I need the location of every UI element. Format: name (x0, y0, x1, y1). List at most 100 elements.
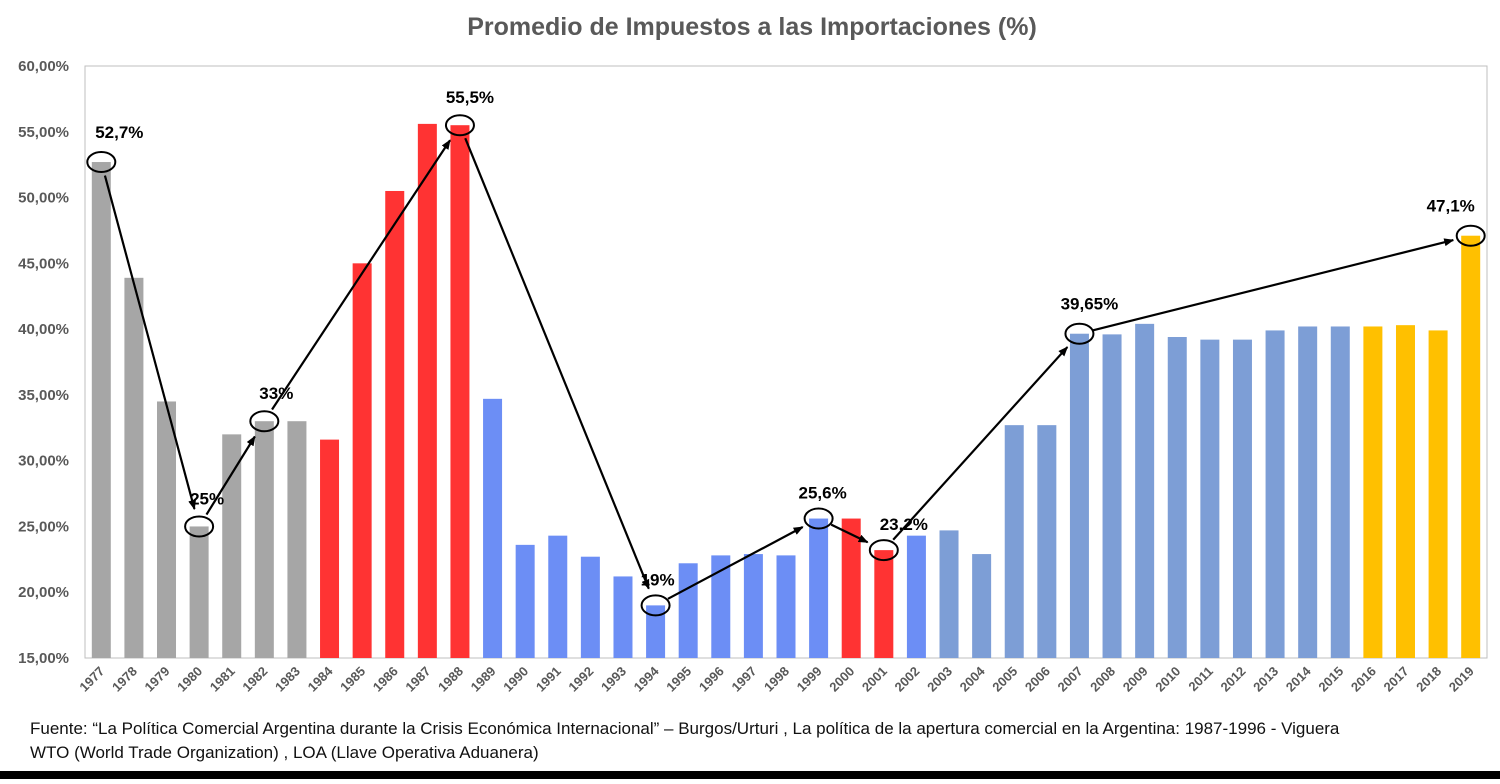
bar-2002 (906, 535, 926, 658)
annotation-label: 33% (259, 384, 293, 403)
bar-2016 (1363, 326, 1383, 658)
annotation-label: 19% (641, 570, 675, 589)
x-tick-label: 1978 (109, 664, 140, 695)
annotation-circle (1455, 224, 1486, 247)
trend-arrow (464, 137, 650, 590)
x-tick-label: 1987 (402, 664, 433, 695)
x-tick-label: 1990 (500, 664, 531, 695)
x-axis: 1977 1978 1979 1980 1981 1982 1983 1984 1985 1986… (76, 663, 1476, 695)
bar-1978 (124, 277, 144, 658)
bar-2003 (939, 530, 959, 658)
bar-2007 (1069, 333, 1089, 658)
y-axis: 15,00% 20,00% 25,00% 30,00% 35,00% 40,00% 45,0… (18, 58, 69, 667)
bar-2004 (972, 554, 992, 658)
chart-title: Promedio de Impuestos a las Importacione… (467, 13, 1037, 41)
y-tick-label: 60,00% (18, 58, 69, 75)
annotation-label: 55,5% (446, 88, 494, 107)
x-tick-label: 1998 (761, 664, 792, 695)
bar-1984 (320, 439, 340, 658)
annotation-label: 47,1% (1427, 197, 1475, 216)
bar-1993 (613, 576, 633, 658)
x-tick-label: 1999 (794, 664, 825, 695)
bar-1988 (450, 125, 470, 658)
y-tick-label: 50,00% (18, 190, 69, 207)
x-tick-label: 1986 (370, 664, 401, 695)
bar-2005 (1004, 425, 1024, 658)
annotation-label: 25,6% (799, 484, 847, 503)
bar-1992 (580, 556, 600, 658)
bar-2008 (1102, 334, 1122, 658)
bar-1977 (91, 162, 111, 658)
annotation-circle (444, 114, 475, 137)
x-tick-label: 2007 (1055, 664, 1086, 695)
x-tick-label: 1979 (142, 664, 173, 695)
x-tick-label: 1984 (305, 663, 337, 695)
x-tick-label: 2010 (1152, 664, 1183, 695)
bar-1999 (809, 518, 829, 658)
x-tick-label: 2001 (859, 664, 890, 695)
y-tick-label: 55,00% (18, 124, 69, 141)
trend-arrow (667, 526, 804, 600)
x-tick-label: 2011 (1185, 664, 1216, 695)
y-tick-label: 25,00% (18, 518, 69, 535)
x-tick-label: 2000 (826, 664, 857, 695)
annotation-label: 23,2% (880, 515, 928, 534)
trend-arrow (1092, 238, 1455, 332)
x-tick-label: 2006 (1022, 664, 1053, 695)
x-tick-label: 2014 (1283, 663, 1315, 695)
bar-2010 (1167, 337, 1187, 658)
trend-arrow (205, 435, 256, 516)
annotation-circle (86, 151, 117, 174)
bottom-border (0, 771, 1500, 779)
annotations: 52,7% 25% 33% 55,5% 19% 25,6% 23,2% 39,65% 47,1% (86, 88, 1486, 617)
annotation-circle (1064, 322, 1095, 345)
bar-1979 (157, 401, 177, 658)
x-tick-label: 1981 (207, 664, 238, 695)
bar-1995 (678, 563, 698, 658)
y-tick-label: 35,00% (18, 387, 69, 404)
x-tick-label: 1991 (533, 664, 564, 695)
annotation-circle (249, 410, 280, 433)
y-tick-label: 45,00% (18, 255, 69, 272)
source-note-line-2: WTO (World Trade Organization) , LOA (Ll… (30, 743, 539, 762)
annotation-label: 52,7% (95, 123, 143, 142)
bar-1981 (222, 434, 242, 658)
x-tick-label: 1995 (663, 664, 694, 695)
x-tick-label: 2004 (957, 663, 989, 695)
bar-2001 (874, 550, 894, 658)
x-tick-label: 2019 (1446, 664, 1477, 695)
bar-1997 (743, 554, 763, 658)
x-tick-label: 1980 (174, 664, 205, 695)
x-tick-label: 2017 (1381, 664, 1412, 695)
x-tick-label: 1985 (337, 664, 368, 695)
bar-2013 (1265, 330, 1285, 658)
x-tick-label: 2003 (924, 664, 955, 695)
bar-1983 (287, 421, 307, 658)
annotation-circle (803, 507, 834, 530)
trend-arrow (830, 523, 869, 544)
x-tick-label: 2002 (891, 664, 922, 695)
bar-1989 (483, 398, 503, 658)
x-tick-label: 1997 (728, 664, 759, 695)
bar-1990 (515, 544, 535, 658)
trend-arrow (892, 346, 1069, 541)
bar-2000 (841, 518, 861, 658)
x-tick-label: 2009 (1120, 664, 1151, 695)
bar-2011 (1200, 339, 1220, 658)
x-tick-label: 2015 (1315, 664, 1346, 695)
bar-2019 (1461, 235, 1481, 658)
trend-arrows (103, 137, 1455, 600)
bar-2014 (1298, 326, 1318, 658)
x-tick-label: 1983 (272, 664, 303, 695)
x-tick-label: 1992 (565, 664, 596, 695)
y-tick-label: 40,00% (18, 321, 69, 338)
bar-2017 (1395, 325, 1415, 658)
x-tick-label: 1977 (76, 664, 107, 695)
bar-2018 (1428, 330, 1448, 658)
bar-2012 (1232, 339, 1252, 658)
annotation-label: 39,65% (1061, 295, 1119, 314)
y-tick-label: 30,00% (18, 453, 69, 470)
bar-2006 (1037, 425, 1057, 658)
x-tick-label: 2013 (1250, 664, 1281, 695)
